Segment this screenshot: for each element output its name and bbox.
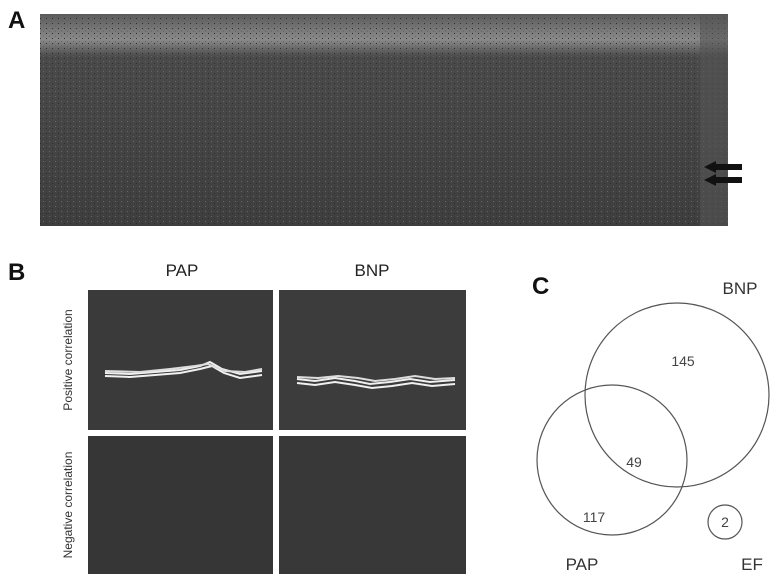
heatmap-texture [40,14,728,226]
set-label: PAP [566,555,599,574]
set-label: EF [741,555,763,574]
region-count: 117 [583,509,606,525]
panel-letter: B [8,259,25,286]
figure: A B PAP BNP Positive correlation Negativ… [0,0,770,574]
plot-panel [279,436,466,574]
plot-panel [279,290,466,430]
region-count: 49 [626,454,642,470]
column-header: BNP [355,261,390,280]
panel-letter: C [532,273,549,300]
heatmap-edge [700,14,728,226]
region-count: 145 [671,353,695,369]
row-label: Positive correlation [61,309,75,410]
plot-panel [88,290,273,430]
column-header: PAP [166,261,199,280]
set-label: BNP [723,279,758,298]
venn-circle [585,303,769,487]
panel-letter: A [8,7,25,34]
region-count: 2 [721,514,729,530]
row-label: Negative correlation [61,452,75,559]
plot-panel [88,436,273,574]
